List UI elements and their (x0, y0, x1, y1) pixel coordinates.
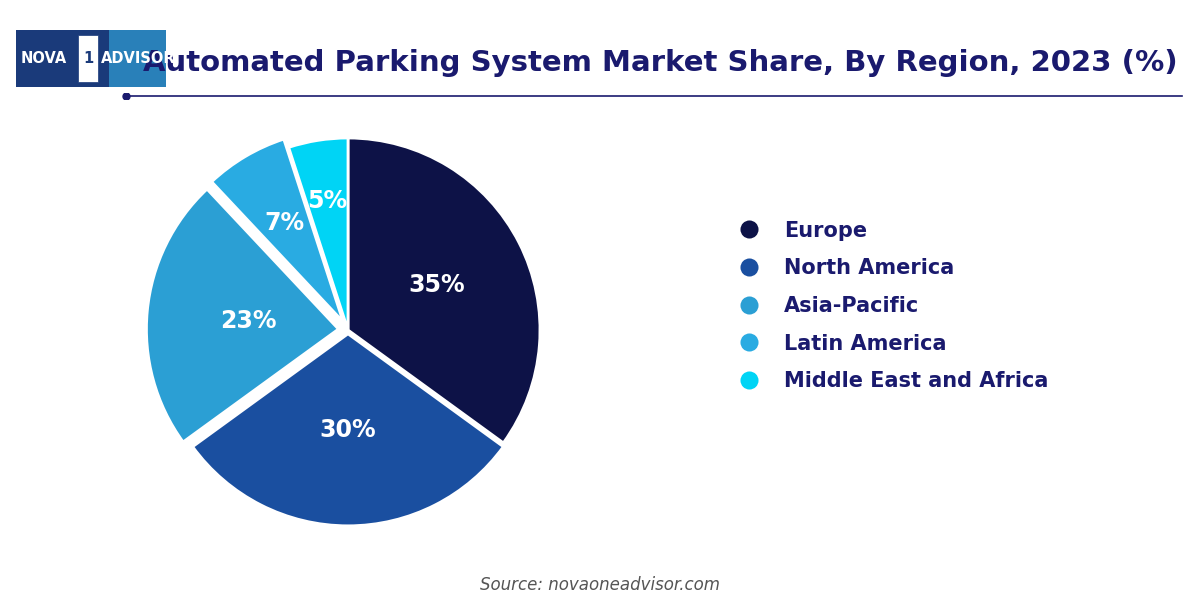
Text: Source: novaoneadvisor.com: Source: novaoneadvisor.com (480, 576, 720, 594)
Wedge shape (211, 139, 343, 322)
Wedge shape (193, 334, 503, 526)
Text: 35%: 35% (409, 272, 466, 296)
Text: 23%: 23% (221, 308, 277, 332)
Text: Automated Parking System Market Share, By Region, 2023 (%): Automated Parking System Market Share, B… (143, 49, 1177, 77)
Legend: Europe, North America, Asia-Pacific, Latin America, Middle East and Africa: Europe, North America, Asia-Pacific, Lat… (720, 212, 1057, 400)
Text: 30%: 30% (319, 418, 377, 442)
Wedge shape (146, 189, 338, 442)
Text: 1: 1 (83, 51, 94, 66)
Wedge shape (289, 138, 348, 330)
Wedge shape (348, 138, 540, 443)
Text: 7%: 7% (264, 211, 305, 235)
Text: 5%: 5% (307, 189, 348, 213)
Text: ADVISOR: ADVISOR (101, 51, 175, 66)
Text: NOVA: NOVA (20, 51, 66, 66)
